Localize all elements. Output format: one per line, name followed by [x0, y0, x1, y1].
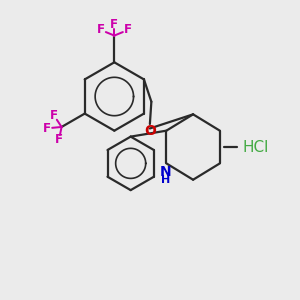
Text: F: F	[43, 122, 51, 135]
Text: N: N	[160, 165, 172, 179]
Text: F: F	[55, 133, 63, 146]
Text: F: F	[50, 109, 58, 122]
Text: H: H	[161, 175, 170, 185]
Text: O: O	[144, 124, 156, 138]
Text: F: F	[97, 23, 105, 37]
Text: HCl: HCl	[242, 140, 269, 154]
Text: F: F	[110, 19, 118, 32]
Text: F: F	[123, 23, 131, 37]
